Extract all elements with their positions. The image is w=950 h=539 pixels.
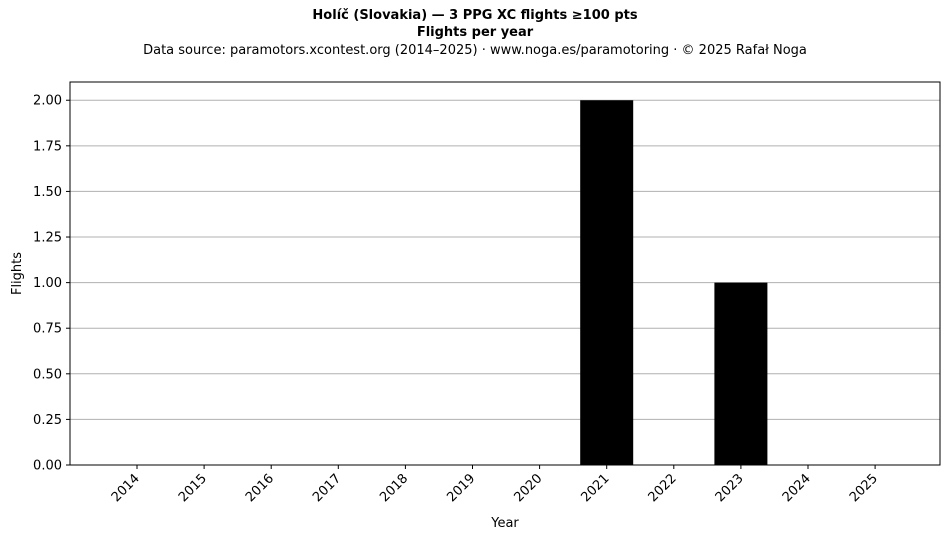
y-tick-label: 1.25: [33, 231, 62, 246]
gridlines: [70, 99, 940, 466]
x-tick-label: 2015: [176, 471, 210, 505]
y-tick-label: 0.00: [33, 459, 62, 474]
x-tick-label: 2024: [780, 471, 814, 505]
bar-2021: [580, 100, 634, 465]
x-tick-label: 2016: [243, 471, 277, 505]
plot-frame: [69, 81, 941, 466]
bars: [580, 100, 768, 465]
x-tick-label: 2017: [310, 471, 344, 505]
y-tick-label: 0.75: [33, 322, 62, 337]
x-tick-label: 2022: [646, 471, 680, 505]
chart-subtitle: Flights per year: [416, 25, 534, 40]
x-axis-label: Year: [490, 516, 519, 531]
chart-title: Holíč (Slovakia) — 3 PPG XC flights ≥100…: [312, 8, 638, 23]
x-tick-label: 2021: [579, 471, 613, 505]
y-tick-label: 0.50: [33, 367, 62, 382]
x-tick-label: 2023: [713, 471, 747, 505]
y-tick-label: 1.00: [33, 276, 62, 291]
y-tick-label: 1.50: [33, 185, 62, 200]
x-tick-label: 2019: [444, 471, 478, 505]
y-tick-label: 1.75: [33, 139, 62, 154]
y-tick-label: 0.25: [33, 413, 62, 428]
x-tick-label: 2018: [377, 471, 411, 505]
bar-2023: [714, 282, 768, 465]
y-axis: 0.00 0.25 0.50 0.75 1.00 1.25 1.50 1.75 2.00: [33, 94, 70, 474]
x-axis: 2014 2015 2016 2017 2018 2019 2020 2021 2022 2023…: [109, 465, 881, 505]
x-tick-label: 2025: [847, 471, 881, 505]
y-axis-label: Flights: [10, 252, 25, 295]
chart-source-note: Data source: paramotors.xcontest.org (20…: [143, 43, 807, 58]
x-tick-label: 2014: [109, 471, 143, 505]
x-tick-label: 2020: [511, 471, 545, 505]
y-tick-label: 2.00: [33, 94, 62, 109]
